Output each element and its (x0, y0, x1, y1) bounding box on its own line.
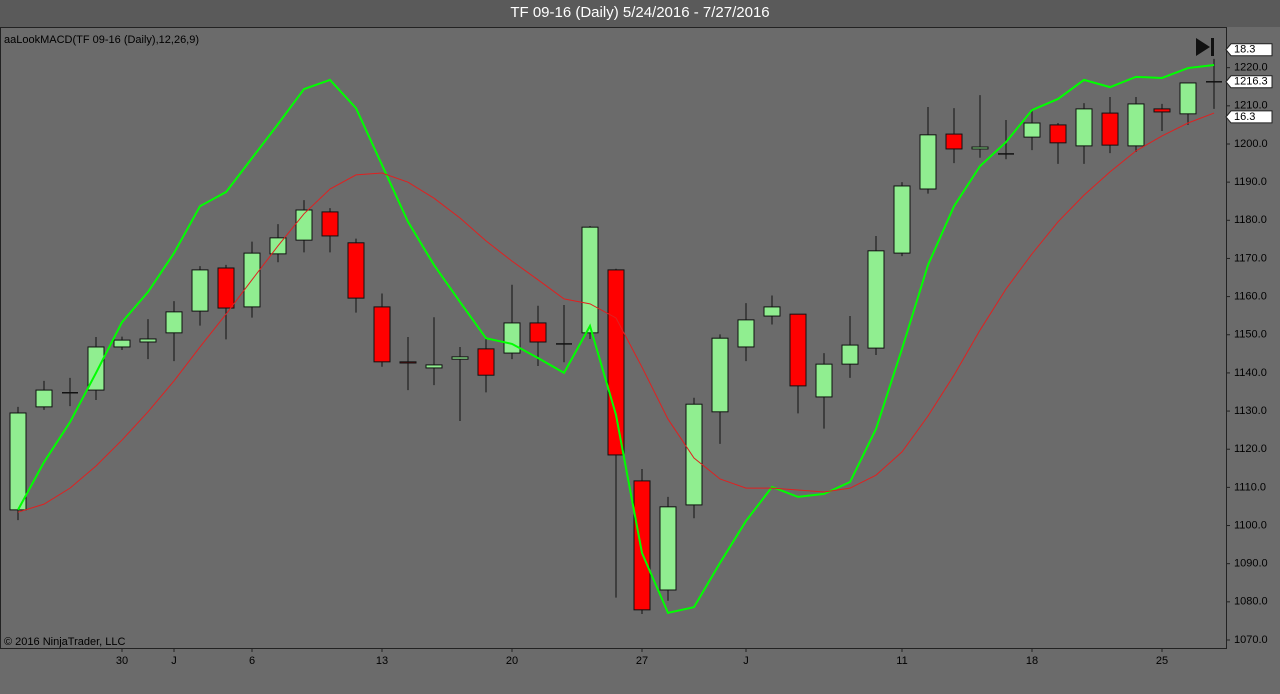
candle-body (529, 322, 547, 343)
indicator-label: aaLookMACD(TF 09-16 (Daily),12,26,9) (4, 34, 199, 46)
y-tick-label: 1090.0 (1234, 558, 1268, 570)
candle-body (659, 506, 677, 591)
candle-body (633, 480, 651, 611)
last-value-label: 16.3 (1234, 111, 1255, 123)
y-tick-label: 1190.0 (1234, 176, 1267, 188)
candle-body (425, 364, 443, 369)
candle-body (1127, 103, 1145, 147)
candle-body (893, 185, 911, 254)
y-tick-label: 1150.0 (1234, 329, 1267, 341)
candle-body (1153, 108, 1171, 113)
candle-body (815, 363, 833, 398)
indicator-line (17, 112, 1215, 513)
candle-body (1179, 82, 1197, 115)
candle-body (9, 412, 27, 511)
candle-body (1075, 108, 1093, 147)
candle-body (711, 337, 729, 413)
candle-body (685, 403, 703, 506)
candle-body (217, 267, 235, 309)
candle-body (399, 361, 417, 364)
candle-body (867, 250, 885, 349)
x-tick-label: 27 (636, 655, 648, 667)
scroll-end-button[interactable] (1196, 38, 1214, 56)
candle-body (347, 242, 365, 299)
candle-body (139, 338, 157, 343)
last-price-label-box (1225, 75, 1273, 89)
y-tick-label: 1120.0 (1234, 443, 1267, 455)
x-tick-label: 6 (249, 655, 255, 667)
last-price-label: 1216.3 (1234, 76, 1268, 88)
candle-body (1049, 124, 1067, 144)
candle-body (191, 269, 209, 312)
last-value-label: 18.3 (1234, 44, 1255, 56)
chart-title: TF 09-16 (Daily) 5/24/2016 - 7/27/2016 (510, 4, 769, 21)
candle-body (321, 211, 339, 237)
candle-body (35, 389, 53, 408)
copyright: © 2016 NinjaTrader, LLC (4, 636, 125, 648)
candle-body (581, 226, 599, 334)
last-value-label-box (1225, 110, 1273, 124)
candle-body (295, 209, 313, 241)
y-tick-label: 1130.0 (1234, 405, 1267, 417)
x-tick-label: 25 (1156, 655, 1168, 667)
candle-body (113, 339, 131, 348)
candle-body (763, 306, 781, 317)
x-tick-label: 11 (896, 655, 907, 667)
candle-body (1023, 122, 1041, 138)
y-tick-label: 1140.0 (1234, 367, 1267, 379)
candle-body (1101, 112, 1119, 146)
indicator-line (17, 64, 1215, 615)
y-tick-label: 1080.0 (1234, 596, 1268, 608)
x-tick-label: 13 (376, 655, 388, 667)
candle-body (919, 134, 937, 190)
x-tick-label: J (171, 655, 177, 667)
x-tick-label: 18 (1026, 655, 1038, 667)
candle-body (451, 356, 469, 360)
last-value-label-box (1225, 43, 1273, 57)
candle-body (971, 146, 989, 150)
y-tick-label: 1100.0 (1234, 519, 1267, 531)
candle-body (477, 348, 495, 376)
y-tick-label: 1070.0 (1234, 634, 1268, 646)
y-tick-label: 1200.0 (1234, 138, 1268, 150)
y-tick-label: 1210.0 (1234, 100, 1268, 112)
y-tick-label: 1180.0 (1234, 214, 1267, 226)
candle-body (607, 269, 625, 456)
y-tick-label: 1220.0 (1234, 62, 1268, 74)
y-tick-label: 1170.0 (1234, 252, 1267, 264)
candle-body (945, 133, 963, 150)
x-tick-label: 20 (506, 655, 518, 667)
y-tick-label: 1160.0 (1234, 291, 1267, 303)
candle-body (737, 319, 755, 348)
candle-body (789, 313, 807, 387)
title-bar (0, 0, 1280, 27)
y-tick-label: 1110.0 (1234, 481, 1266, 493)
candle-body (503, 322, 521, 354)
candle-body (373, 306, 391, 363)
candle-body (841, 344, 859, 365)
x-tick-label: 30 (116, 655, 128, 667)
candle-body (165, 311, 183, 334)
x-tick-label: J (743, 655, 749, 667)
